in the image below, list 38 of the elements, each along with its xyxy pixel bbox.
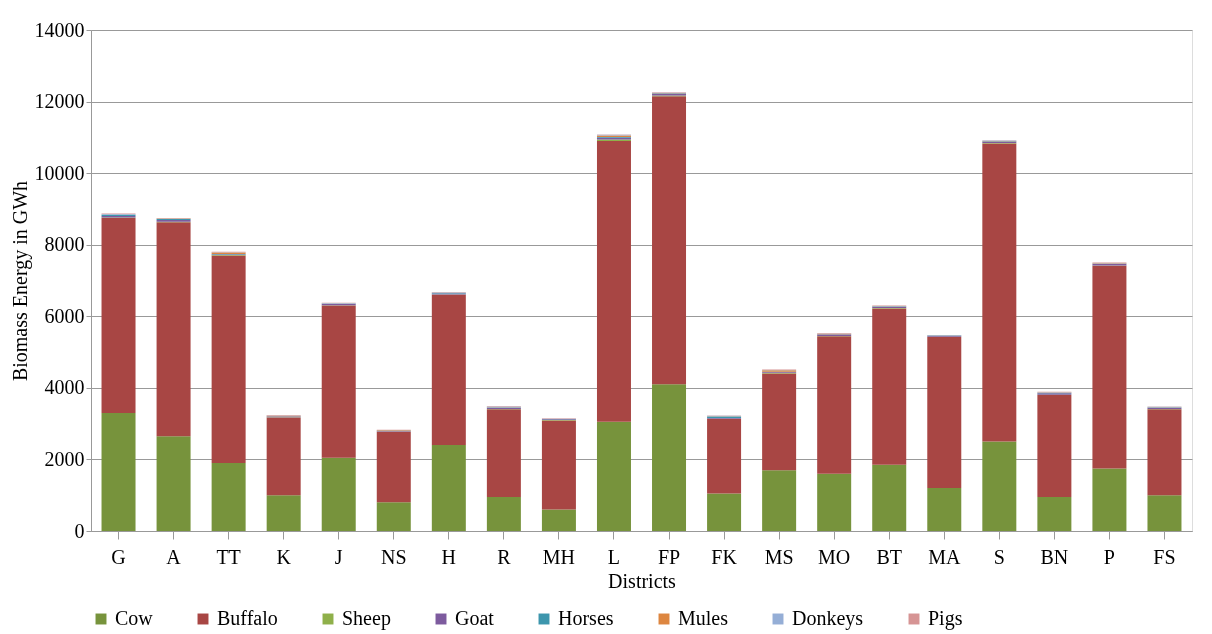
legend-label: Pigs bbox=[928, 607, 963, 630]
x-tick-label: K bbox=[276, 545, 292, 568]
x-tick-label: MS bbox=[764, 545, 794, 568]
y-tick-label: 0 bbox=[74, 519, 85, 542]
x-tick-label: J bbox=[334, 545, 343, 568]
y-axis-title: Biomass Energy in GWh bbox=[8, 180, 32, 382]
x-tick-label: MA bbox=[928, 545, 961, 568]
x-tick-label: S bbox=[993, 545, 1005, 568]
y-tick-label: 8000 bbox=[44, 233, 85, 256]
x-tick-label: BN bbox=[1040, 545, 1069, 568]
legend-label: Goat bbox=[455, 607, 495, 629]
x-tick-label: FS bbox=[1153, 545, 1176, 568]
x-tick-label: P bbox=[1103, 545, 1115, 568]
y-tick-label: 2000 bbox=[44, 447, 85, 470]
legend-label: Donkeys bbox=[792, 607, 864, 630]
x-tick-label: A bbox=[166, 545, 182, 568]
legend-label: Buffalo bbox=[217, 607, 278, 629]
x-tick-label: G bbox=[111, 545, 126, 568]
x-tick-label: R bbox=[497, 545, 512, 568]
x-tick-label: H bbox=[441, 545, 457, 568]
x-tick-label: MH bbox=[542, 545, 576, 568]
x-tick-label: L bbox=[607, 545, 621, 568]
x-tick-label: FK bbox=[711, 545, 738, 568]
legend-label: Sheep bbox=[342, 607, 391, 630]
y-tick-label: 4000 bbox=[44, 376, 85, 399]
y-tick-label: 10000 bbox=[34, 161, 85, 184]
legend-label: Horses bbox=[558, 607, 614, 629]
x-axis-title: Districts bbox=[608, 569, 677, 592]
x-tick-label: TT bbox=[216, 545, 241, 568]
y-tick-label: 6000 bbox=[44, 304, 85, 327]
x-tick-label: NS bbox=[380, 545, 407, 568]
x-tick-label: FP bbox=[657, 545, 681, 568]
y-tick-label: 14000 bbox=[34, 18, 85, 41]
y-tick-label: 12000 bbox=[34, 90, 85, 113]
x-tick-label: BT bbox=[876, 545, 903, 568]
legend-label: Cow bbox=[115, 607, 154, 629]
legend-label: Mules bbox=[678, 607, 729, 629]
x-tick-label: MO bbox=[818, 545, 851, 568]
